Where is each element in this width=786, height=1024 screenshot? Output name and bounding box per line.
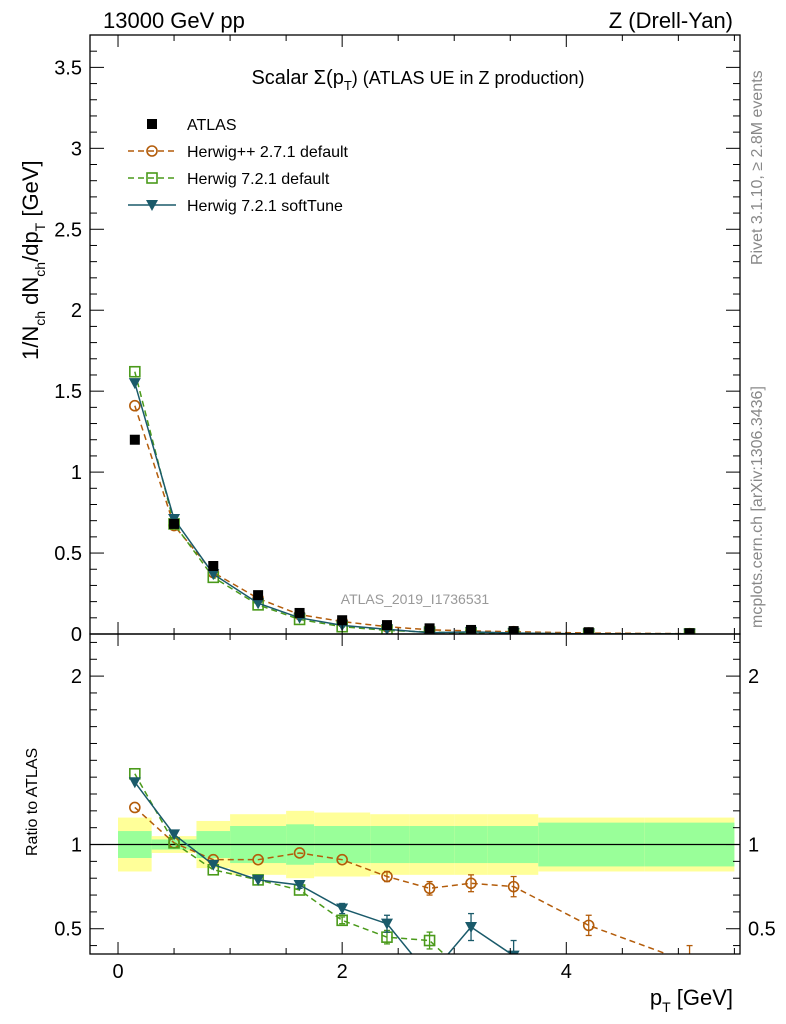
data-point (294, 607, 305, 618)
ratio-tick-label-left: 0.5 (54, 919, 82, 941)
ratio-point-0 (423, 882, 436, 895)
data-point (337, 615, 348, 626)
ratio-point-2 (293, 879, 306, 891)
data-point (253, 590, 264, 601)
ratio-tick-label-right: 0.5 (748, 919, 776, 941)
legend-label: Herwig++ 2.7.1 default (187, 144, 349, 161)
ratio-tick-label-right: 2 (748, 666, 759, 688)
ratio-point-2 (252, 874, 265, 886)
data-point (169, 518, 180, 529)
chart-title: Scalar Σ(pT) (ATLAS UE in Z production) (251, 67, 584, 93)
ratio-point-1 (509, 991, 519, 1001)
ratio-point-2 (507, 950, 520, 954)
ratio-point-1 (466, 974, 476, 984)
ratio-point-1 (336, 914, 348, 927)
rivet-label: Rivet 3.1.10, ≥ 2.8M events (749, 70, 766, 265)
data-point (381, 620, 392, 631)
ratio-point-0 (381, 870, 393, 883)
data-point (684, 628, 695, 634)
ratio-point-0 (336, 853, 348, 866)
header-left: 13000 GeV pp (103, 8, 245, 33)
ratio-point-0 (582, 919, 595, 932)
ratio-line-2 (134, 781, 513, 954)
mcplots-label: mcplots.cern.ch [arXiv:1306.3436] (749, 386, 766, 628)
y-tick-label: 1.5 (54, 381, 82, 403)
ratio-line-1 (134, 773, 446, 954)
series-point-2 (128, 378, 141, 390)
series-point-2 (207, 569, 220, 581)
legend-marker-atlas (147, 119, 157, 129)
ratio-point-2 (128, 777, 141, 789)
ratio-point-0 (465, 877, 477, 890)
y-tick-label: 2 (71, 300, 82, 322)
ratio-y-axis-label: Ratio to ATLAS (24, 748, 41, 856)
legend-label: Herwig 7.2.1 default (187, 171, 330, 188)
y-tick-label: 3 (71, 138, 82, 160)
header-right: Z (Drell-Yan) (609, 8, 733, 33)
ratio-point-2 (465, 922, 478, 934)
y-tick-label: 2.5 (54, 219, 82, 241)
data-point (583, 627, 594, 634)
legend-marker-1 (146, 172, 158, 184)
ratio-point-2 (207, 859, 220, 871)
ratio-point-1 (584, 1000, 594, 1010)
legend-label: ATLAS (187, 117, 237, 134)
legend-marker-0 (146, 145, 158, 157)
series-point-1 (129, 365, 141, 378)
x-axis-label: pT [GeV] (650, 985, 733, 1015)
y-tick-label: 0 (71, 624, 82, 646)
series-line-1 (134, 371, 690, 634)
x-tick-label: 2 (337, 961, 348, 983)
series-point-0 (129, 399, 141, 412)
y-tick-label: 3.5 (54, 57, 82, 79)
ratio-tick-label-right: 1 (748, 835, 759, 857)
y-tick-label: 1 (71, 462, 82, 484)
x-tick-label: 4 (561, 961, 572, 983)
y-tick-label: 0.5 (54, 543, 82, 565)
series-line-2 (134, 382, 690, 634)
series-point-2 (252, 598, 265, 610)
data-point (508, 626, 519, 634)
ratio-point-2 (583, 991, 595, 1002)
analysis-watermark: ATLAS_2019_I1736531 (341, 591, 490, 607)
x-tick-label: 0 (112, 961, 123, 983)
ratio-point-0 (507, 880, 520, 893)
legend-marker-2 (146, 200, 158, 211)
ratio-tick-label-left: 2 (71, 666, 82, 688)
data-point (208, 561, 219, 572)
series-line-0 (134, 405, 690, 634)
ratio-tick-label-left: 1 (71, 835, 82, 857)
ratio-point-2 (168, 829, 181, 841)
ratio-point-0 (293, 847, 306, 859)
ratio-point-1 (423, 934, 436, 947)
ratio-point-2 (336, 903, 349, 915)
data-point (466, 624, 477, 634)
ratio-point-2 (424, 971, 436, 982)
ratio-point-0 (252, 853, 264, 866)
ratio-plot-frame (89, 633, 741, 955)
ratio-point-2 (380, 918, 393, 930)
y-axis-label: 1/Nch dNch/dpT [GeV] (18, 160, 48, 360)
ratio-point-0 (129, 801, 141, 814)
ratio-point-0 (685, 957, 695, 967)
data-point (129, 434, 140, 445)
legend-label: Herwig 7.2.1 softTune (187, 198, 343, 215)
data-point (424, 623, 435, 634)
